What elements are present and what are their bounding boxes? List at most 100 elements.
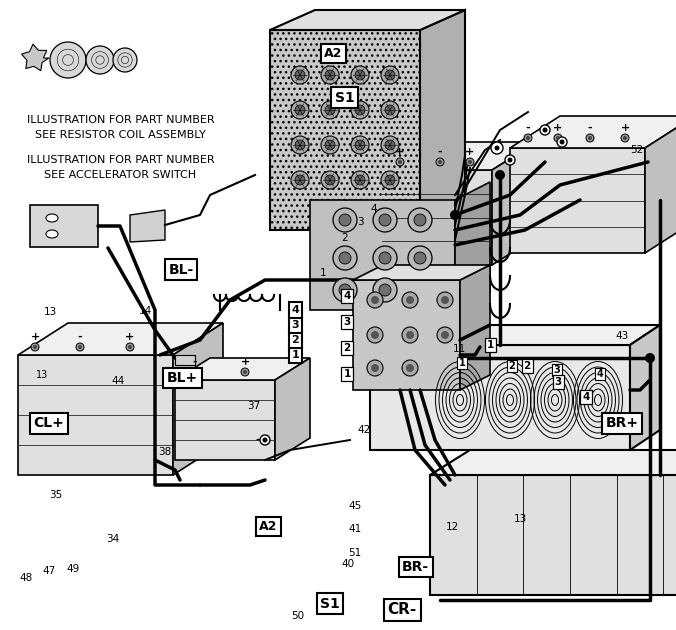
Bar [175, 355, 195, 365]
Polygon shape [455, 182, 490, 310]
Text: 4: 4 [291, 305, 299, 315]
Circle shape [333, 246, 357, 270]
Circle shape [385, 105, 395, 115]
Text: S1: S1 [335, 91, 355, 105]
Text: 45: 45 [348, 501, 362, 511]
Circle shape [321, 66, 339, 84]
Polygon shape [430, 450, 676, 475]
Circle shape [33, 345, 37, 349]
Text: 13: 13 [36, 370, 48, 380]
Text: 1: 1 [291, 350, 299, 360]
Text: 48: 48 [19, 573, 32, 583]
Circle shape [291, 171, 309, 189]
Circle shape [355, 70, 365, 80]
Circle shape [385, 140, 395, 150]
Bar [30, 205, 98, 247]
Circle shape [408, 246, 432, 270]
Circle shape [291, 136, 309, 154]
Circle shape [291, 101, 309, 119]
Circle shape [355, 105, 365, 115]
Text: 1: 1 [343, 369, 351, 379]
Text: 4: 4 [370, 204, 377, 214]
Text: 3: 3 [291, 320, 299, 330]
Text: 2: 2 [291, 335, 299, 345]
Text: 13: 13 [44, 307, 57, 318]
Text: +: + [554, 123, 562, 133]
Text: 4: 4 [582, 392, 589, 402]
Text: 2: 2 [341, 233, 348, 243]
Circle shape [379, 214, 391, 226]
Circle shape [402, 360, 418, 376]
Circle shape [371, 296, 379, 304]
Polygon shape [492, 142, 537, 265]
Circle shape [491, 142, 503, 154]
Circle shape [355, 140, 365, 150]
Circle shape [524, 134, 532, 142]
Circle shape [406, 364, 414, 372]
Text: 2: 2 [343, 343, 351, 353]
Circle shape [508, 158, 512, 163]
Text: -: - [78, 332, 82, 342]
Circle shape [191, 368, 199, 376]
Circle shape [543, 127, 548, 132]
Circle shape [402, 292, 418, 308]
Circle shape [540, 125, 550, 135]
Text: BL+: BL+ [167, 371, 198, 385]
Circle shape [414, 252, 426, 264]
Polygon shape [510, 148, 645, 253]
Text: +: + [621, 123, 629, 133]
Circle shape [373, 278, 397, 302]
Circle shape [351, 171, 369, 189]
Polygon shape [173, 323, 223, 475]
Circle shape [441, 331, 449, 339]
Text: 43: 43 [615, 331, 629, 341]
Text: +: + [395, 147, 405, 157]
Text: SEE ACCELERATOR SWITCH: SEE ACCELERATOR SWITCH [44, 170, 197, 180]
Circle shape [31, 343, 39, 351]
Polygon shape [270, 30, 420, 230]
Text: SEE RESISTOR COIL ASSEMBLY: SEE RESISTOR COIL ASSEMBLY [35, 130, 206, 140]
Polygon shape [22, 44, 49, 71]
Circle shape [379, 284, 391, 296]
Text: 1: 1 [486, 340, 493, 350]
Polygon shape [382, 142, 537, 170]
Circle shape [321, 136, 339, 154]
Circle shape [126, 343, 134, 351]
Text: +: + [465, 147, 475, 157]
Circle shape [554, 134, 562, 142]
Text: 51: 51 [348, 548, 362, 558]
Polygon shape [275, 358, 310, 460]
Circle shape [355, 175, 365, 185]
Circle shape [113, 48, 137, 72]
Polygon shape [430, 475, 676, 595]
Circle shape [505, 155, 515, 165]
Polygon shape [270, 10, 465, 30]
Polygon shape [353, 280, 460, 390]
Text: +: + [125, 332, 135, 342]
Circle shape [371, 364, 379, 372]
Polygon shape [310, 200, 455, 310]
Circle shape [438, 160, 442, 164]
Text: 2: 2 [508, 361, 515, 371]
Circle shape [351, 136, 369, 154]
Circle shape [495, 170, 505, 180]
Circle shape [385, 175, 395, 185]
Circle shape [78, 345, 82, 349]
Circle shape [441, 296, 449, 304]
Polygon shape [18, 355, 173, 475]
Circle shape [339, 284, 351, 296]
Text: 3: 3 [554, 365, 560, 375]
Text: A2: A2 [259, 520, 278, 533]
Circle shape [385, 70, 395, 80]
Circle shape [339, 214, 351, 226]
Polygon shape [18, 323, 223, 355]
Polygon shape [645, 116, 676, 253]
Text: 1: 1 [458, 358, 465, 368]
Polygon shape [460, 265, 490, 390]
Circle shape [381, 136, 399, 154]
Text: CR-: CR- [387, 602, 417, 617]
Circle shape [295, 175, 305, 185]
Text: ILLUSTRATION FOR PART NUMBER: ILLUSTRATION FOR PART NUMBER [26, 155, 214, 165]
Text: BR-: BR- [402, 560, 429, 574]
Circle shape [325, 140, 335, 150]
